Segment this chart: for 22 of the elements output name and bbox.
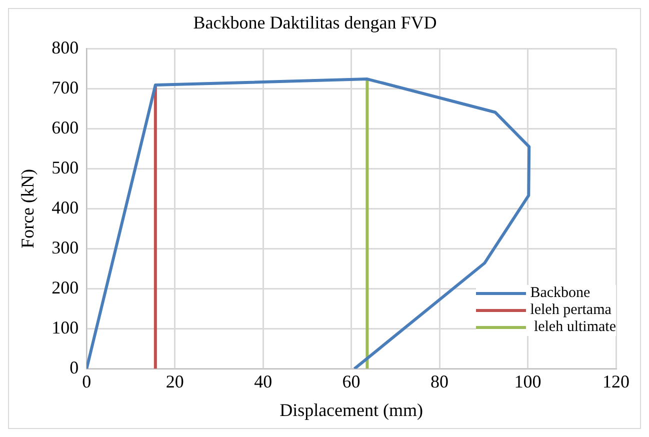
legend-label: Backbone bbox=[530, 285, 590, 302]
x-tick-label: 100 bbox=[514, 371, 542, 392]
x-tick-label: 40 bbox=[254, 371, 272, 392]
y-tick-label: 0 bbox=[70, 358, 79, 378]
x-axis-title: Displacement (mm) bbox=[280, 400, 424, 420]
chart-title: Backbone Daktilitas dengan FVD bbox=[193, 12, 437, 33]
y-tick-label: 600 bbox=[52, 117, 79, 138]
y-tick-label: 500 bbox=[52, 157, 79, 178]
legend-label: leleh pertama bbox=[530, 302, 612, 319]
x-tick-label: 0 bbox=[82, 371, 92, 392]
y-tick-label: 700 bbox=[52, 77, 79, 98]
y-tick-label: 200 bbox=[52, 277, 79, 298]
x-tick-label: 20 bbox=[166, 371, 184, 392]
x-tick-label: 80 bbox=[430, 371, 449, 392]
y-tick-label: 400 bbox=[52, 197, 79, 218]
x-tick-label: 60 bbox=[342, 371, 360, 392]
y-tick-label: 100 bbox=[52, 318, 79, 338]
legend-label: leleh ultimate bbox=[532, 319, 616, 336]
x-tick-label: 120 bbox=[602, 371, 630, 392]
y-axis-title: Force (kN) bbox=[18, 168, 38, 248]
y-tick-label: 300 bbox=[52, 237, 79, 258]
y-tick-label: 800 bbox=[52, 37, 79, 58]
